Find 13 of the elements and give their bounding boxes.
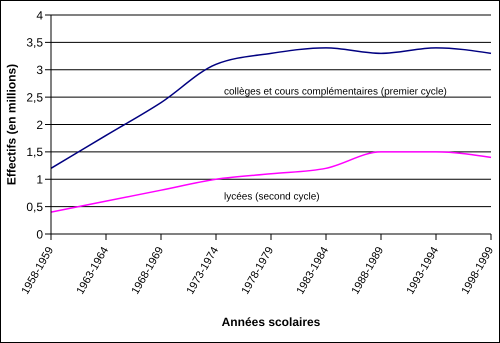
series-label: lycées (second cycle) bbox=[224, 191, 320, 202]
y-tick-label: 1 bbox=[36, 172, 44, 187]
y-tick-label: 3 bbox=[36, 63, 44, 78]
y-tick-label: 0,5 bbox=[26, 200, 44, 214]
y-tick-label: 3,5 bbox=[26, 36, 44, 50]
y-tick-label: 2 bbox=[36, 118, 44, 132]
y-tick-label: 2,5 bbox=[26, 90, 44, 104]
text: collèges et cours complémentaires (premier cycle) bbox=[224, 86, 447, 98]
y-tick-label: 4 bbox=[36, 8, 44, 22]
y-axis-title: Effectifs (en millions) bbox=[4, 64, 18, 186]
y-tick-label: 0 bbox=[36, 227, 44, 242]
x-axis-title: Années scolaires bbox=[222, 315, 321, 329]
y-tick-label: 1,5 bbox=[26, 145, 44, 160]
